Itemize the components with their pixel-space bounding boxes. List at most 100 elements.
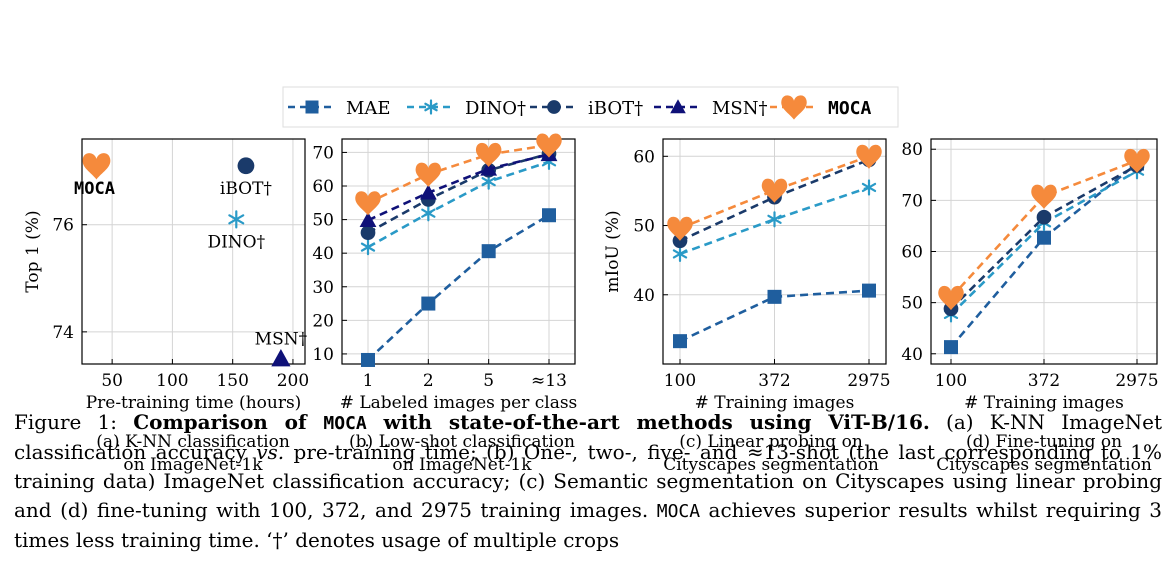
caption-text-3: achieves superior results whilst requiri…: [14, 498, 1162, 552]
ytick-label-b-4: 50: [312, 211, 334, 231]
series-line-b-MOCA: [367, 143, 550, 204]
point-b-iBOT-0: [360, 225, 376, 241]
point-c-MOCA-1: [761, 178, 788, 203]
point-b-MAE-2: [481, 244, 496, 259]
plot-frame-a: [81, 138, 306, 365]
point-d-MOCA-0: [938, 285, 964, 311]
legend-label-2: iBOT†: [588, 98, 643, 119]
ytick-label-c-1: 50: [633, 217, 655, 237]
subcaption-b-1: on ImageNet-1k: [392, 455, 532, 475]
point-c-DINO-2: [861, 179, 877, 196]
point-d-iBOT-1: [1036, 209, 1052, 225]
point-d-MAE-1: [1037, 230, 1051, 245]
point-c-MOCA-0: [667, 216, 693, 241]
plot-frame-b: [341, 138, 576, 365]
point-label-a-3: MSN†: [255, 330, 308, 350]
subcaption-d-1: Cityscapes segmentation: [936, 455, 1152, 475]
point-c-MOCA-2: [856, 144, 882, 169]
subcaptions: (a) K-NN classification on ImageNet-1k (b)…: [96, 432, 1152, 475]
ytick-label-a-1: 76: [52, 216, 74, 236]
caption-text-2: pre-training time; (b) One-, two-, five-…: [14, 440, 1162, 522]
xtick-label-d-2: 2975: [1115, 371, 1158, 391]
legend-marker-3: [670, 99, 686, 114]
caption-vs: vs.: [256, 440, 285, 464]
x-axis-label-a: Pre-training time (hours): [86, 393, 302, 413]
ytick-label-d-3: 70: [901, 191, 923, 211]
caption-bold-title: Comparison of MOCA with state-of-the-art…: [133, 410, 930, 434]
legend-label-0: MAE: [346, 98, 391, 119]
point-c-MAE-0: [673, 334, 687, 349]
point-b-MOCA-2: [475, 142, 502, 168]
point-b-DINO-1: [421, 205, 436, 222]
point-b-DINO-0-stroke: [360, 242, 376, 252]
xtick-label-c-0: 100: [664, 371, 696, 391]
caption-text-1: (a) K-NN ImageNet classification accurac…: [14, 410, 1162, 464]
point-label-a-2: DINO†: [207, 232, 265, 252]
ytick-label-d-0: 40: [901, 345, 923, 365]
point-c-DINO-1: [767, 211, 782, 228]
point-b-MSN-1: [419, 184, 437, 200]
legend-marker-1-stroke: [424, 102, 438, 112]
point-c-DINO-0: [672, 245, 688, 263]
ytick-label-b-1: 20: [312, 311, 334, 331]
point-a-MSN: [271, 349, 291, 367]
ytick-label-b-3: 40: [312, 244, 334, 264]
ytick-label-b-5: 60: [312, 177, 334, 197]
xtick-label-c-2: 2975: [847, 371, 890, 391]
y-axis-label-a: Top 1 (%): [23, 210, 43, 292]
legend-label-1: DINO†: [465, 98, 526, 119]
caption-bold-a: Comparison of: [133, 410, 324, 434]
series-line-c-DINO: [679, 186, 870, 256]
ytick-label-d-1: 50: [901, 294, 923, 314]
caption-bold-b: with state-of-the-art methods using ViT-…: [366, 410, 930, 434]
point-b-DINO-2-stroke: [481, 177, 496, 187]
point-b-MSN-0: [359, 211, 377, 227]
legend-marker-4: [781, 95, 807, 120]
subcaption-c-0: (c) Linear probing on: [679, 432, 863, 452]
point-b-MOCA-1: [415, 162, 442, 187]
xtick-label-a-3: 200: [277, 371, 309, 391]
chart-panel-c: 100 372 2975 40 50 60 # Training images mIoU (%…: [603, 138, 891, 413]
chart-panel-d: 100 372 2975 40 50 60 70 80 # Training images: [901, 138, 1159, 413]
ytick-label-b-0: 10: [312, 345, 334, 365]
caption-bold-moca: MOCA: [323, 413, 367, 434]
point-c-DINO-2-stroke: [861, 182, 877, 193]
caption-figure-label: Figure 1:: [14, 410, 117, 434]
point-a-DINO: [228, 210, 245, 229]
chart-panel-b: 1 2 5 ≈13 10 20 30 40 50 60 70 # Labeled images per…: [312, 133, 577, 413]
ytick-label-c-2: 60: [633, 147, 655, 167]
x-axis-label-c: # Training images: [695, 393, 855, 413]
xtick-label-a-1: 100: [156, 371, 188, 391]
point-d-MOCA-2: [1124, 148, 1150, 174]
point-b-DINO-0: [360, 239, 376, 256]
figure-caption: Figure 1: Comparison of MOCA with state-…: [14, 408, 1162, 555]
point-a-DINO-stroke: [228, 214, 245, 225]
point-a-iBOT: [237, 157, 255, 175]
subcaption-a-1: on ImageNet-1k: [123, 455, 263, 475]
xtick-label-b-2: 5: [483, 371, 494, 391]
ytick-label-a-0: 74: [52, 323, 74, 343]
xtick-label-b-0: 1: [363, 371, 374, 391]
x-axis-label-d: # Training images: [964, 393, 1124, 413]
subcaption-a-0: (a) K-NN classification: [96, 432, 290, 452]
legend-marker-2: [547, 100, 561, 114]
point-d-MOCA-1: [1031, 184, 1057, 209]
legend: MAE DINO† iBOT† MSN† MOCA: [282, 86, 899, 128]
point-a-MOCA: [82, 153, 111, 180]
point-c-DINO-0-stroke: [672, 249, 688, 259]
ytick-label-d-4: 80: [901, 140, 923, 160]
series-line-c-MOCA: [679, 155, 870, 230]
point-b-MOCA-3: [536, 133, 562, 158]
point-b-MSN-2: [480, 160, 498, 176]
subcaption-b-0: (b) Low-shot classification: [349, 432, 575, 452]
legend-marker-1: [424, 99, 438, 115]
point-b-MAE-1: [421, 296, 436, 311]
y-axis-label-c: mIoU (%): [603, 210, 623, 292]
point-b-DINO-1-stroke: [421, 208, 436, 218]
xtick-label-b-3: ≈13: [531, 371, 567, 391]
series-line-b-MSN: [367, 153, 550, 222]
point-d-MAE-0: [944, 340, 958, 355]
point-c-MAE-2: [862, 283, 876, 298]
ytick-label-b-6: 70: [312, 143, 334, 163]
